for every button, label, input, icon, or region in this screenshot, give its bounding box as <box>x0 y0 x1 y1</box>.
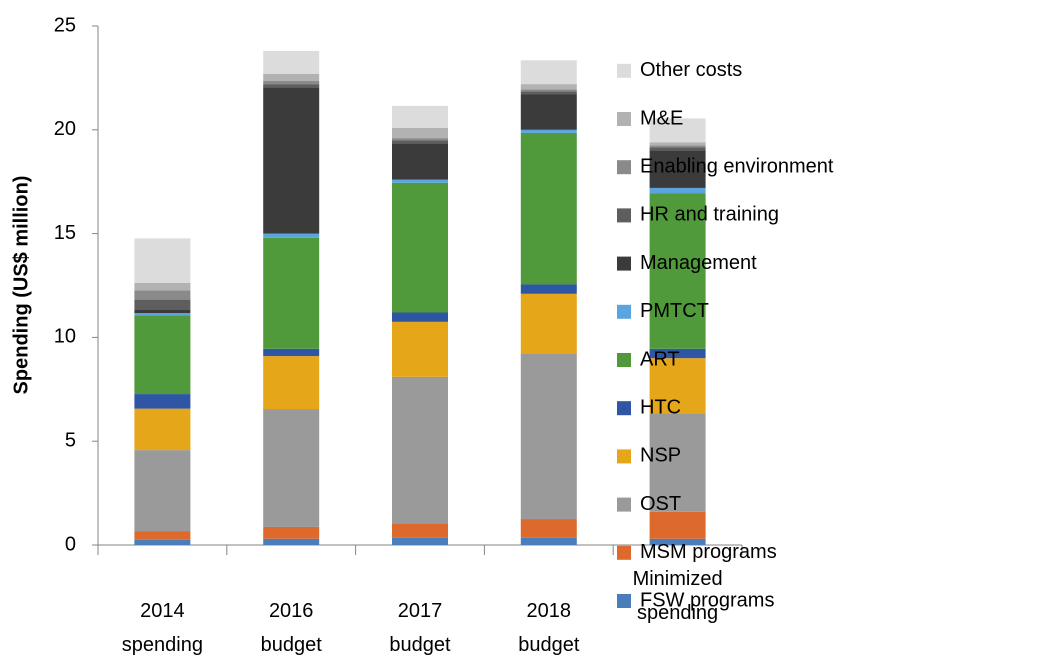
y-axis-label: Spending (US$ million) <box>10 176 32 395</box>
legend-label: Enabling environment <box>640 155 834 177</box>
bar-segment <box>649 187 706 194</box>
legend-label: Other costs <box>640 59 742 81</box>
legend-swatch <box>617 304 631 319</box>
y-tick-label: 5 <box>65 429 76 451</box>
legend-label: OST <box>640 493 681 515</box>
legend-label: NSP <box>640 445 681 467</box>
bar-segment <box>134 394 191 409</box>
legend-label: HTC <box>640 396 681 418</box>
bar-segment <box>649 348 706 359</box>
bar-segment <box>392 138 448 141</box>
bar-segment <box>134 299 191 310</box>
bar-segment <box>649 150 706 188</box>
bar-segment <box>134 309 191 314</box>
bar-segment <box>392 523 448 538</box>
x-tick-label: 2017 budget <box>389 600 451 656</box>
legend-swatch <box>617 449 631 464</box>
bar-segment <box>263 237 320 349</box>
bar-segment <box>649 193 706 349</box>
bar-segment <box>649 147 706 151</box>
bar-segment <box>263 233 320 238</box>
bar-segment <box>649 413 706 512</box>
x-tick-label: Minimized spending <box>633 568 723 624</box>
legend-swatch <box>617 256 631 271</box>
bar-segment <box>392 182 448 313</box>
legend-label: Management <box>640 252 757 274</box>
bar-segment <box>134 531 191 540</box>
x-tick-label: 2016 budget <box>261 600 323 656</box>
legend-swatch <box>617 160 631 175</box>
bar-segment <box>520 537 577 545</box>
bar-segment <box>649 145 706 148</box>
y-tick-label: 10 <box>54 326 76 348</box>
legend-swatch <box>617 401 631 416</box>
bar-segment <box>520 89 577 92</box>
legend-label: M&E <box>640 107 683 129</box>
bar-segment <box>263 81 320 85</box>
y-tick-label: 0 <box>65 533 76 555</box>
bar-segment <box>263 348 320 357</box>
bar-segment <box>392 312 448 322</box>
bar-segment <box>134 238 191 284</box>
bar-segment <box>392 143 448 180</box>
bar-segment <box>263 50 320 74</box>
legend-swatch <box>617 208 631 223</box>
bar-segment <box>392 376 448 524</box>
legend-swatch <box>617 594 631 608</box>
bar-segment <box>134 313 191 316</box>
bar-segment <box>520 60 577 85</box>
legend-label: MSM programs <box>640 541 777 563</box>
legend-label: HR and training <box>640 204 779 226</box>
legend-swatch <box>617 63 631 78</box>
bar-segment <box>520 84 577 90</box>
bar-segment <box>520 91 577 95</box>
bar-segment <box>134 450 191 532</box>
bar-segment <box>520 129 577 133</box>
bar-segment <box>263 87 320 234</box>
legend-swatch <box>617 545 631 560</box>
bar-segment <box>134 290 191 300</box>
bar-segment <box>520 354 577 520</box>
y-tick-label: 25 <box>54 14 76 36</box>
bar-segment <box>649 511 706 539</box>
bar-segment <box>392 140 448 144</box>
bar-segment <box>520 293 577 355</box>
bar-segment <box>649 538 706 545</box>
bar-segment <box>392 105 448 128</box>
y-tick-label: 20 <box>54 118 76 140</box>
x-tick-label: 2018 budget <box>518 600 580 656</box>
bar-segment <box>520 132 577 285</box>
bar-segment <box>134 539 191 545</box>
legend-label: PMTCT <box>640 300 709 322</box>
y-tick-label: 15 <box>54 222 76 244</box>
legend-label: FSW programs <box>640 589 774 611</box>
bar-segment <box>263 526 320 539</box>
bar-segment <box>392 127 448 139</box>
legend-label: ART <box>640 348 680 370</box>
bar-segment <box>134 315 191 395</box>
bar-segment <box>649 142 706 146</box>
legend-swatch <box>617 497 631 512</box>
bar-segment <box>263 409 320 527</box>
bar-segment <box>392 537 448 545</box>
bar-segment <box>520 284 577 294</box>
bar-segment <box>520 94 577 130</box>
bar-segment <box>263 356 320 410</box>
bar-segment <box>263 84 320 88</box>
bar-segment <box>392 179 448 183</box>
legend-swatch <box>617 353 631 367</box>
legend-swatch <box>617 112 631 126</box>
bar-segment <box>134 283 191 291</box>
bar-segment <box>134 408 191 451</box>
bar-segment <box>392 321 448 377</box>
bar-segment <box>649 358 706 414</box>
bar-segment <box>263 538 320 545</box>
x-tick-label: 2014 spending <box>122 600 203 656</box>
bar-segment <box>520 519 577 538</box>
bar-segment <box>263 73 320 82</box>
bar-segment <box>649 118 706 143</box>
